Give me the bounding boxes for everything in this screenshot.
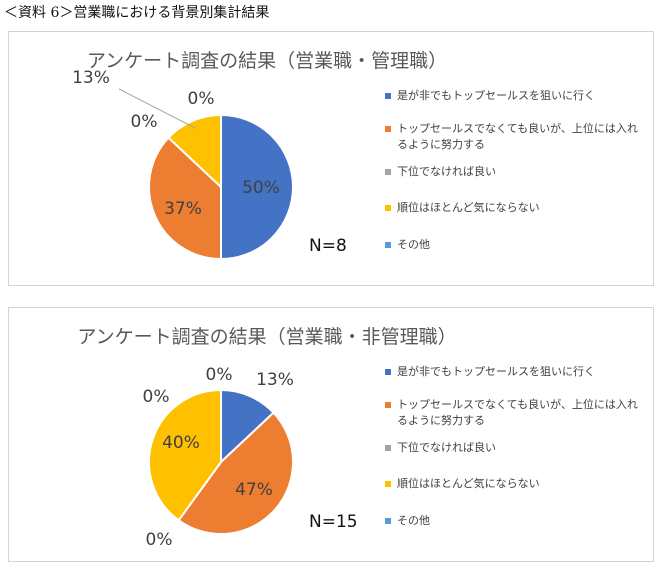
legend-label: 是が非でもトップセールスを狙いに行く	[397, 365, 595, 378]
pie-slice	[220, 388, 275, 465]
data-label: 50%	[242, 178, 280, 198]
legend-label: 順位はほとんど気にならない	[397, 477, 540, 490]
legend-swatch	[385, 481, 391, 487]
legend-swatch	[385, 169, 391, 175]
document-title: ＜資料 6＞営業職における背景別集計結果	[4, 5, 270, 21]
legend-item: その他	[385, 237, 647, 253]
pie-chart: 50% 37% 0% 13% 0%	[72, 68, 294, 261]
chart-panel-non-managers: アンケート調査の結果（営業職・非管理職） 13% 47% 0% 40% 0% 0% N=1…	[8, 307, 654, 562]
chart-title: アンケート調査の結果（営業職・管理職）	[86, 50, 448, 72]
legend-label: 下位でなければ良い	[397, 165, 496, 178]
legend-label: トップセールスでなくても良いが、上位には入れるように努力する	[397, 122, 638, 151]
legend-label: 下位でなければ良い	[397, 441, 496, 454]
data-label: 37%	[164, 199, 202, 219]
legend-swatch	[385, 369, 391, 375]
data-label: 0%	[206, 365, 233, 385]
leader-line	[118, 88, 196, 129]
data-label: 0%	[188, 89, 215, 109]
data-label: 40%	[162, 433, 200, 453]
legend-swatch	[385, 445, 391, 451]
legend-label: その他	[397, 238, 430, 251]
data-label: 0%	[143, 387, 170, 407]
legend-item: その他	[385, 513, 647, 529]
legend-label: その他	[397, 514, 430, 527]
chart-panel-managers: アンケート調査の結果（営業職・管理職） 50% 37% 0% 13% 0% N=8 是が…	[8, 31, 654, 286]
sample-size-label: N=15	[309, 512, 358, 532]
legend-label: 是が非でもトップセールスを狙いに行く	[397, 89, 595, 102]
pie-slice	[220, 113, 294, 261]
data-label: 0%	[131, 112, 158, 132]
legend-item: 順位はほとんど気にならない	[385, 200, 647, 216]
legend-item: トップセールスでなくても良いが、上位には入れるように努力する	[385, 397, 647, 429]
pie-slice	[177, 411, 295, 535]
legend-item: 是が非でもトップセールスを狙いに行く	[385, 88, 647, 104]
data-label: 0%	[146, 530, 173, 550]
data-label: 47%	[235, 480, 273, 500]
legend-item: 是が非でもトップセールスを狙いに行く	[385, 364, 647, 380]
legend-swatch	[385, 93, 391, 99]
legend-label: 順位はほとんど気にならない	[397, 201, 540, 214]
chart-title: アンケート調査の結果（営業職・非管理職）	[77, 326, 457, 348]
pie-chart: 13% 47% 0% 40% 0% 0%	[143, 365, 295, 550]
legend-swatch	[385, 242, 391, 248]
legend-item: 下位でなければ良い	[385, 440, 647, 456]
legend-swatch	[385, 205, 391, 211]
sample-size-label: N=8	[309, 236, 347, 256]
legend-swatch	[385, 402, 391, 408]
legend-swatch	[385, 126, 391, 132]
data-label: 13%	[256, 370, 294, 390]
legend-item: 順位はほとんど気にならない	[385, 476, 647, 492]
legend-label: トップセールスでなくても良いが、上位には入れるように努力する	[397, 398, 638, 427]
legend-item: 下位でなければ良い	[385, 164, 647, 180]
data-label: 13%	[72, 68, 110, 88]
legend-swatch	[385, 518, 391, 524]
pie-slice	[148, 388, 222, 522]
pie-slice	[148, 136, 222, 261]
pie-slice	[167, 113, 222, 190]
legend-item: トップセールスでなくても良いが、上位には入れるように努力する	[385, 121, 647, 153]
